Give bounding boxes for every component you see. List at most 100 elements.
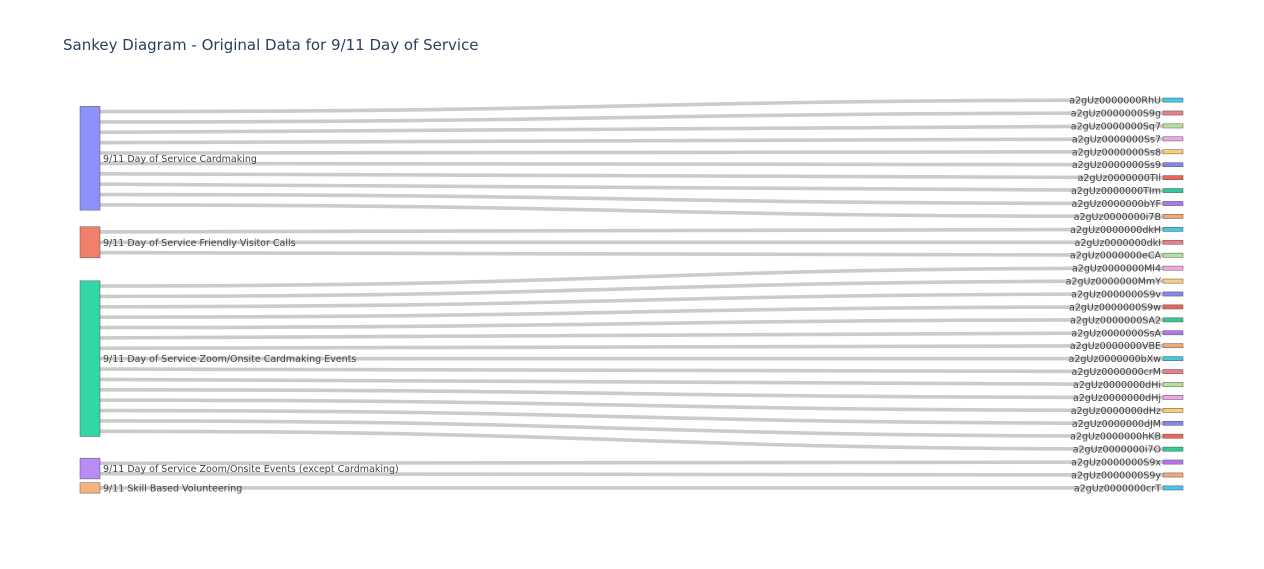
target-node-label: a2gUz0000000dkI	[1075, 238, 1161, 249]
target-node-label: a2gUz0000000dHz	[1071, 406, 1161, 417]
target-node-label: a2gUz0000000hKB	[1070, 432, 1161, 443]
sankey-link[interactable]	[99, 279, 1164, 299]
target-node[interactable]	[1162, 278, 1184, 284]
target-node-label: a2gUz0000000TIl	[1078, 173, 1161, 184]
target-node[interactable]	[1162, 110, 1184, 116]
sankey-link[interactable]	[99, 460, 1164, 466]
target-node[interactable]	[1162, 408, 1184, 413]
source-node-label: 9/11 Day of Service Friendly Visitor Cal…	[103, 238, 296, 249]
target-node[interactable]	[1162, 188, 1184, 193]
target-node[interactable]	[1162, 304, 1184, 310]
sankey-link[interactable]	[99, 182, 1164, 193]
target-node[interactable]	[1162, 162, 1184, 168]
target-node-label: a2gUz0000000crM	[1072, 367, 1161, 378]
target-node[interactable]	[1162, 343, 1184, 349]
sankey-link[interactable]	[99, 192, 1164, 206]
target-node-label: a2gUz0000000crT	[1074, 483, 1161, 494]
target-node[interactable]	[1162, 136, 1184, 142]
target-node[interactable]	[1162, 214, 1184, 219]
target-node[interactable]	[1162, 291, 1184, 297]
target-node-label: a2gUz0000000dkH	[1070, 225, 1161, 236]
target-node-label: a2gUz0000000TIm	[1071, 186, 1161, 197]
target-node-label: a2gUz0000000i7B	[1074, 212, 1161, 223]
target-node[interactable]	[1162, 395, 1184, 400]
sankey-link[interactable]	[99, 172, 1164, 180]
sankey-link[interactable]	[99, 330, 1164, 340]
source-node-label: 9/11 Day of Service Zoom/Onsite Events (…	[103, 464, 399, 475]
target-node[interactable]	[1162, 252, 1184, 258]
sankey-link[interactable]	[99, 377, 1164, 387]
target-node[interactable]	[1162, 97, 1184, 103]
sankey-link[interactable]	[99, 408, 1164, 426]
target-node[interactable]	[1162, 382, 1184, 387]
target-node-label: a2gUz0000000bYF	[1072, 199, 1161, 210]
target-node[interactable]	[1162, 330, 1184, 336]
target-node-label: a2gUz0000000RhU	[1069, 96, 1161, 107]
sankey-link[interactable]	[99, 203, 1164, 219]
sankey-link[interactable]	[99, 367, 1164, 374]
target-node-label: a2gUz0000000S9v	[1071, 290, 1161, 301]
sankey-link[interactable]	[99, 419, 1164, 439]
source-node[interactable]	[79, 106, 101, 211]
sankey-link[interactable]	[99, 250, 1164, 258]
target-node-label: a2gUz0000000dHi	[1073, 380, 1161, 391]
sankey-link[interactable]	[99, 161, 1164, 167]
target-node-label: a2gUz0000000VBE	[1070, 341, 1161, 352]
target-node-label: a2gUz0000000bXw	[1069, 354, 1162, 365]
target-node[interactable]	[1162, 485, 1184, 491]
target-node-label: a2gUz0000000dHj	[1073, 393, 1161, 404]
target-node[interactable]	[1162, 459, 1184, 465]
sankey-link[interactable]	[99, 266, 1164, 288]
target-node-label: a2gUz0000000i7O	[1073, 445, 1161, 456]
target-node[interactable]	[1162, 420, 1184, 426]
source-node-label: 9/11 Skill Based Volunteering	[103, 483, 242, 494]
target-node-label: a2gUz0000000Sq7	[1071, 121, 1161, 132]
target-node[interactable]	[1162, 369, 1184, 374]
target-node-label: a2gUz0000000eCA	[1070, 251, 1162, 262]
sankey-link[interactable]	[99, 318, 1164, 330]
target-node-label: a2gUz0000000S9w	[1069, 302, 1161, 313]
sankey-link[interactable]	[99, 387, 1164, 400]
sankey-link[interactable]	[99, 471, 1164, 477]
sankey-link[interactable]	[99, 305, 1164, 319]
target-node[interactable]	[1162, 446, 1184, 452]
target-node[interactable]	[1162, 239, 1184, 245]
sankey-link[interactable]	[99, 111, 1164, 124]
sankey-link[interactable]	[99, 292, 1164, 309]
target-node[interactable]	[1162, 472, 1184, 478]
target-node-label: a2gUz0000000dJM	[1072, 419, 1161, 430]
sankey-link[interactable]	[99, 429, 1164, 451]
sankey-link[interactable]	[99, 227, 1164, 234]
source-node[interactable]	[79, 457, 101, 480]
target-node-label: a2gUz0000000S9g	[1071, 109, 1161, 120]
target-node[interactable]	[1162, 265, 1184, 271]
target-node[interactable]	[1162, 317, 1184, 323]
source-node[interactable]	[79, 280, 101, 437]
sankey-link[interactable]	[99, 343, 1164, 351]
target-node[interactable]	[1162, 201, 1184, 206]
target-node-label: a2gUz0000000MmY	[1066, 277, 1162, 288]
target-node[interactable]	[1162, 175, 1184, 180]
target-node[interactable]	[1162, 356, 1184, 361]
sankey-link[interactable]	[99, 124, 1164, 135]
source-node[interactable]	[79, 226, 101, 259]
sankey-link[interactable]	[99, 137, 1164, 145]
source-node[interactable]	[79, 482, 101, 494]
target-node[interactable]	[1162, 123, 1184, 129]
target-node[interactable]	[1162, 149, 1184, 155]
target-node-label: a2gUz0000000Ml4	[1072, 264, 1161, 275]
target-node-label: a2gUz0000000SA2	[1070, 315, 1161, 326]
sankey-link[interactable]	[99, 98, 1164, 114]
target-node[interactable]	[1162, 433, 1184, 439]
target-node-label: a2gUz0000000Ss7	[1072, 134, 1161, 145]
target-node-label: a2gUz0000000Ss8	[1072, 147, 1161, 158]
sankey-link[interactable]	[99, 149, 1164, 155]
target-node-label: a2gUz0000000S9y	[1071, 470, 1161, 481]
target-node[interactable]	[1162, 227, 1184, 232]
chart-title: Sankey Diagram - Original Data for 9/11 …	[63, 36, 479, 54]
sankey-link[interactable]	[99, 398, 1164, 413]
links-layer	[99, 98, 1164, 490]
target-node-label: a2gUz0000000S9x	[1071, 458, 1161, 469]
source-node-label: 9/11 Day of Service Zoom/Onsite Cardmaki…	[103, 354, 356, 365]
